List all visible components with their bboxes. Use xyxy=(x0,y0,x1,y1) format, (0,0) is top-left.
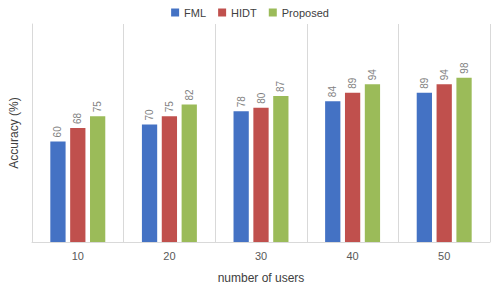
svg-text:40: 40 xyxy=(346,250,358,262)
svg-text:82: 82 xyxy=(184,89,195,101)
svg-text:50: 50 xyxy=(438,250,450,262)
svg-text:89: 89 xyxy=(347,77,358,89)
svg-text:94: 94 xyxy=(439,69,450,81)
svg-text:78: 78 xyxy=(236,96,247,108)
svg-text:number of users: number of users xyxy=(218,271,305,285)
svg-text:87: 87 xyxy=(275,81,286,93)
svg-text:75: 75 xyxy=(164,101,175,113)
svg-text:HIDT: HIDT xyxy=(231,7,257,19)
svg-text:20: 20 xyxy=(163,250,175,262)
svg-text:89: 89 xyxy=(419,77,430,89)
svg-text:84: 84 xyxy=(327,86,338,98)
svg-text:98: 98 xyxy=(459,62,470,74)
svg-text:60: 60 xyxy=(52,126,63,138)
svg-text:80: 80 xyxy=(256,92,267,104)
svg-text:Accuracy (%): Accuracy (%) xyxy=(7,97,21,168)
svg-text:Proposed: Proposed xyxy=(282,7,329,19)
svg-text:75: 75 xyxy=(92,101,103,113)
svg-text:94: 94 xyxy=(367,69,378,81)
svg-text:FML: FML xyxy=(184,7,206,19)
svg-text:30: 30 xyxy=(255,250,267,262)
svg-text:68: 68 xyxy=(72,112,83,124)
svg-text:70: 70 xyxy=(144,109,155,121)
svg-text:10: 10 xyxy=(72,250,84,262)
